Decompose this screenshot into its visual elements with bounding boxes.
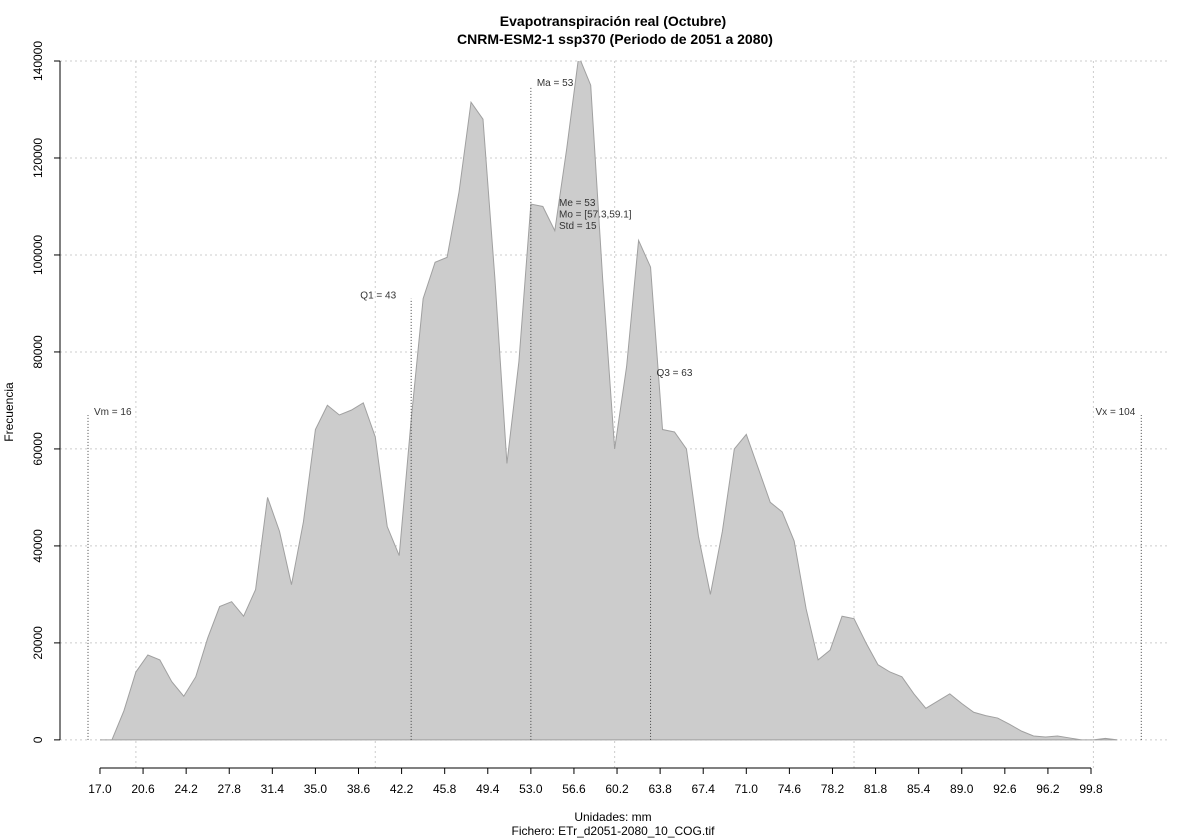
x-tick-label: 60.2 (605, 782, 629, 796)
x-tick-label: 45.8 (433, 782, 457, 796)
stats-label: Me = 53 (559, 198, 596, 209)
stats-label: Std = 15 (559, 221, 597, 232)
x-tick-label: 99.8 (1079, 782, 1103, 796)
annotation-label: Q1 = 43 (360, 291, 396, 302)
x-tick-label: 27.8 (218, 782, 242, 796)
x-tick-label: 20.6 (131, 782, 155, 796)
stats-label: Mo = [57.3,59.1] (559, 210, 632, 221)
x-tick-label: 92.6 (993, 782, 1017, 796)
x-tick-label: 56.6 (562, 782, 586, 796)
x-tick-label: 63.8 (648, 782, 672, 796)
x-tick-label: 38.6 (347, 782, 371, 796)
area (99, 61, 1118, 741)
x-tick-label: 42.2 (390, 782, 414, 796)
x-tick-label: 17.0 (88, 782, 112, 796)
y-tick-label: 20000 (31, 626, 45, 660)
y-tick-label: 40000 (31, 529, 45, 563)
x-tick-label: 81.8 (864, 782, 888, 796)
annotation-label: Vx = 104 (1096, 407, 1136, 418)
y-tick-label: 120000 (31, 138, 45, 178)
x-tick-label: 24.2 (174, 782, 198, 796)
plot-area (99, 61, 1118, 741)
chart-title: Evapotranspiración real (Octubre) (500, 13, 726, 29)
x-axis-label: Unidades: mm (574, 810, 651, 824)
x-tick-label: 49.4 (476, 782, 500, 796)
annotation-label: Q3 = 63 (657, 368, 693, 379)
x-tick-label: 78.2 (821, 782, 845, 796)
x-tick-label: 85.4 (907, 782, 931, 796)
annotation-label: Vm = 16 (94, 407, 132, 418)
annotation-label: Ma = 53 (537, 78, 574, 89)
x-tick-label: 71.0 (735, 782, 759, 796)
y-tick-label: 0 (31, 736, 45, 743)
caption: Fichero: ETr_d2051-2080_10_COG.tif (512, 824, 716, 838)
x-tick-label: 89.0 (950, 782, 974, 796)
x-tick-label: 53.0 (519, 782, 543, 796)
chart-subtitle: CNRM-ESM2-1 ssp370 (Periodo de 2051 a 20… (457, 31, 773, 47)
y-tick-label: 60000 (31, 432, 45, 466)
x-tick-label: 96.2 (1036, 782, 1060, 796)
x-tick-label: 74.6 (778, 782, 802, 796)
x-tick-label: 35.0 (304, 782, 328, 796)
x-tick-label: 31.4 (261, 782, 285, 796)
y-axis-label: Frecuencia (2, 382, 16, 442)
y-tick-label: 80000 (31, 335, 45, 369)
y-tick-label: 140000 (31, 41, 45, 81)
y-tick-label: 100000 (31, 235, 45, 275)
x-tick-label: 67.4 (692, 782, 716, 796)
